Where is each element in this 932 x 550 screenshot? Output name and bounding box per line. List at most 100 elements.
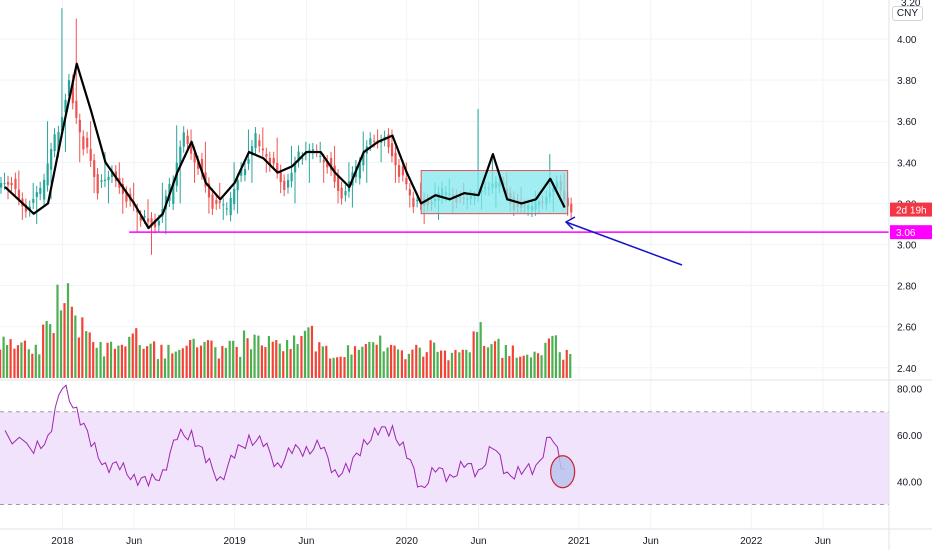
candle-body [193,152,196,163]
volume-bar [0,349,2,378]
volume-bar [519,356,522,378]
candle-body [394,152,397,166]
volume-bar [329,358,332,378]
volume-bar [486,347,490,378]
candle-body [416,199,419,202]
candle-body [250,146,254,156]
volume-bar [23,340,27,378]
candle-body [412,197,415,208]
volume-bar [232,340,235,378]
volume-bar [343,357,346,378]
candle-body [211,194,214,209]
volume-bar [249,349,253,378]
candles [0,8,573,255]
volume-bar [271,341,274,378]
candle-body [157,220,161,226]
candle-body [110,171,114,177]
volume-bar [246,338,249,378]
volume-bar [163,358,167,378]
candle-body [86,137,89,148]
volume-bar [52,333,55,378]
volume-bar [214,347,217,378]
candle-body [7,182,10,185]
volume-bar [34,344,37,378]
volume-bar [436,351,439,378]
volume-bar [66,283,70,378]
volume-bar [433,342,436,378]
volume-bar [418,347,421,378]
volume-bar [508,356,511,378]
price-tick-label: 2.80 [897,282,917,293]
volume-bar [458,352,461,378]
volume-bar [27,349,30,378]
volume-bar [260,345,263,378]
price-tick-label: 3.80 [897,76,917,87]
price-tick-label-partial: 3.20 [901,0,921,9]
candle-body [301,158,304,160]
currency-label[interactable]: CNY [891,6,923,21]
candle-body [182,132,185,147]
volume-bar [310,325,314,378]
candle-body [71,80,74,104]
candle-body [570,203,573,213]
volume-bar [85,331,88,378]
candle-body [89,148,92,161]
volume-bar [138,345,141,378]
volume-bar [483,345,486,378]
candle-body [147,218,150,222]
candle-body [294,162,297,173]
candle-body [358,163,361,179]
candle-body [283,180,286,191]
candle-body [265,153,268,157]
candle-body [268,157,271,166]
rsi-highlight-circle [550,455,576,489]
volume-bar [102,356,106,378]
volume-bar [300,336,303,378]
candle-body [179,146,182,166]
volume-bar [217,358,220,378]
volume-bar [396,349,400,378]
volume-bar [569,353,572,378]
volume-bar [88,332,91,378]
volume-bar [203,341,206,378]
volume-bar [490,344,493,378]
volume-bar [199,345,203,378]
volume-bar [142,348,145,378]
rsi-tick-label: 60.00 [897,431,922,442]
volume-bar [368,341,371,378]
volume-bar [389,344,393,378]
price-tick-label: 2.40 [897,364,917,375]
candle-body [258,140,261,147]
candle-body [330,158,333,170]
volume-bar [16,345,20,378]
candle-body [279,170,282,183]
volume-bar [117,345,120,378]
volume-bar [562,359,565,378]
volume-bar [511,345,514,378]
volume-bar [120,344,123,378]
volume-bar [379,335,382,378]
candle-body [10,183,13,186]
candle-body [50,149,53,170]
volume-bar [476,331,479,378]
volume-bar [350,354,353,378]
candle-body [247,158,250,164]
volume-bar [318,342,321,378]
volume-bar [178,349,181,378]
support-price-badge-text: 3.06 [896,228,916,239]
candle-body [319,155,322,157]
volume-bar [289,349,292,378]
candle-body [222,204,225,206]
candle-body [82,136,85,150]
volume-bar [45,321,48,378]
volume-bar [386,347,389,378]
volume-bar [440,350,443,378]
candle-body [57,131,60,152]
volume-bar [113,348,116,378]
candle-body [24,204,28,212]
volume-bar [235,346,238,378]
candle-body [43,179,46,200]
volume-bar [332,357,335,378]
volume-bar [547,338,550,378]
candle-body [60,117,64,132]
